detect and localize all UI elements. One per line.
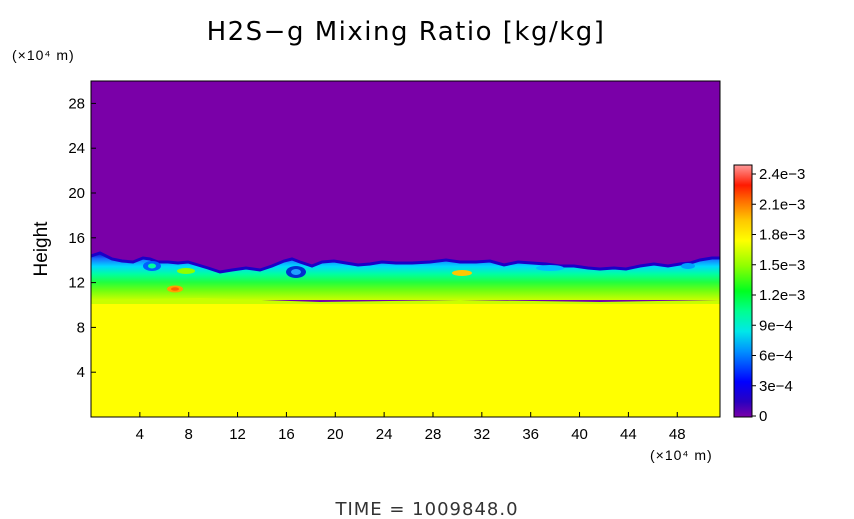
- y-axis-label: Height: [31, 221, 52, 277]
- x-tick-label: 28: [425, 426, 442, 443]
- x-axis: 4 8 12 16 20 24 28 32 36 40 44 48: [136, 412, 686, 443]
- colorbar-scale: [733, 164, 753, 418]
- x-tick-label: 44: [620, 426, 637, 443]
- y-tick-label: 8: [77, 319, 85, 336]
- colorbar: 2.4e−3 2.1e−3 1.8e−3 1.5e−3 1.2e−3 9e−4 6e−4 3e…: [733, 164, 805, 425]
- colorbar-tick-label: 6e−4: [759, 348, 793, 365]
- interface-fringe: [91, 251, 720, 274]
- x-axis-unit: (×10⁴ m): [650, 447, 713, 463]
- heatmap-field: [90, 80, 721, 418]
- colorbar-tick-label: 1.5e−3: [759, 257, 805, 274]
- colorbar-tick-label: 0: [759, 408, 767, 425]
- eddy-core: [291, 269, 301, 275]
- colorbar-tick-label: 1.8e−3: [759, 227, 805, 244]
- colorbar-tick-label: 2.4e−3: [759, 166, 805, 183]
- x-tick-label: 20: [327, 426, 344, 443]
- y-tick-label: 28: [68, 95, 85, 112]
- colorbar-tick-label: 1.2e−3: [759, 287, 805, 304]
- y-axis-unit: (×10⁴ m): [12, 47, 75, 63]
- x-tick-label: 4: [136, 426, 144, 443]
- x-tick-label: 24: [376, 426, 393, 443]
- eddy-core: [148, 263, 156, 269]
- y-tick-label: 24: [68, 140, 85, 157]
- eddy-feature: [452, 270, 472, 276]
- transition-layer-region: [91, 253, 720, 300]
- x-tick-label: 12: [229, 426, 246, 443]
- x-tick-label: 48: [669, 426, 686, 443]
- colorbar-tick-label: 3e−4: [759, 378, 793, 395]
- eddy-feature: [681, 263, 695, 269]
- colorbar-ticks: 2.4e−3 2.1e−3 1.8e−3 1.5e−3 1.2e−3 9e−4 6e−4 3e…: [752, 166, 805, 425]
- x-tick-label: 16: [278, 426, 295, 443]
- x-tick-label: 40: [571, 426, 588, 443]
- colorbar-tick-label: 2.1e−3: [759, 196, 805, 213]
- eddy-feature: [177, 268, 195, 274]
- x-tick-label: 32: [473, 426, 490, 443]
- lower-layer-region: [91, 304, 720, 417]
- plot-frame: [90, 80, 721, 418]
- x-tick-label: 36: [522, 426, 539, 443]
- hotspot-core: [171, 287, 179, 291]
- y-tick-label: 4: [77, 364, 85, 381]
- colorbar-tick-label: 9e−4: [759, 317, 793, 334]
- chart-title: H2S−g Mixing Ratio [kg/kg]: [207, 17, 606, 47]
- eddy-feature: [536, 265, 564, 271]
- y-tick-label: 20: [68, 185, 85, 202]
- y-tick-label: 12: [68, 275, 85, 292]
- y-tick-label: 16: [68, 230, 85, 247]
- time-label: TIME = 1009848.0: [334, 499, 518, 519]
- x-tick-label: 8: [185, 426, 193, 443]
- y-axis: 4 8 12 16 20 24 28: [68, 95, 96, 381]
